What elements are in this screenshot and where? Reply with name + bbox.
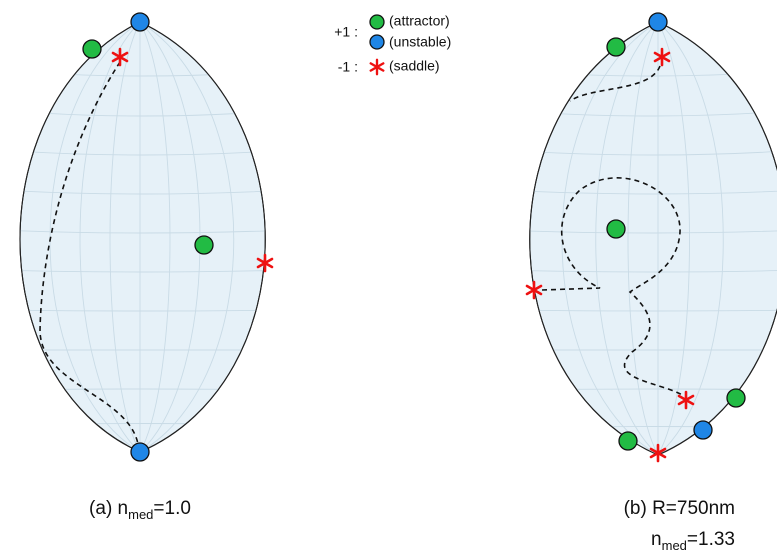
legend-saddle-icon: [371, 60, 384, 74]
unstable-point: [131, 13, 149, 31]
legend-attractor: (attractor): [389, 13, 450, 29]
unstable-point: [649, 13, 667, 31]
attractor-point: [727, 389, 745, 407]
caption-subscript: med: [662, 538, 687, 553]
legend-plus: +1 :: [334, 24, 358, 40]
unstable-point: [131, 443, 149, 461]
caption-text: =1.0: [153, 498, 191, 519]
legend-unstable-icon: [370, 35, 384, 49]
legend: +1 : (attractor) (unstable) -1 : (saddle…: [334, 13, 451, 75]
figure: +1 : (attractor) (unstable) -1 : (saddle…: [0, 0, 777, 556]
attractor-point: [195, 236, 213, 254]
legend-attractor-icon: [370, 15, 384, 29]
attractor-point: [607, 38, 625, 56]
caption-b2: nmed=1.33: [651, 529, 735, 553]
legend-minus: -1 :: [338, 59, 358, 75]
attractor-point: [83, 40, 101, 58]
attractor-point: [619, 432, 637, 450]
attractor-point: [607, 220, 625, 238]
unstable-point: [694, 421, 712, 439]
legend-saddle: (saddle): [389, 58, 440, 74]
caption-text: n: [651, 529, 662, 550]
caption-text: (a) n: [89, 498, 128, 519]
caption-text: =1.33: [687, 529, 735, 550]
caption-a: (a) nmed=1.0: [89, 498, 191, 522]
sphere-b: [500, 13, 777, 461]
caption-subscript: med: [128, 507, 153, 522]
sphere-a: [0, 13, 290, 461]
legend-unstable: (unstable): [389, 34, 451, 50]
caption-b1: (b) R=750nm: [624, 498, 735, 519]
